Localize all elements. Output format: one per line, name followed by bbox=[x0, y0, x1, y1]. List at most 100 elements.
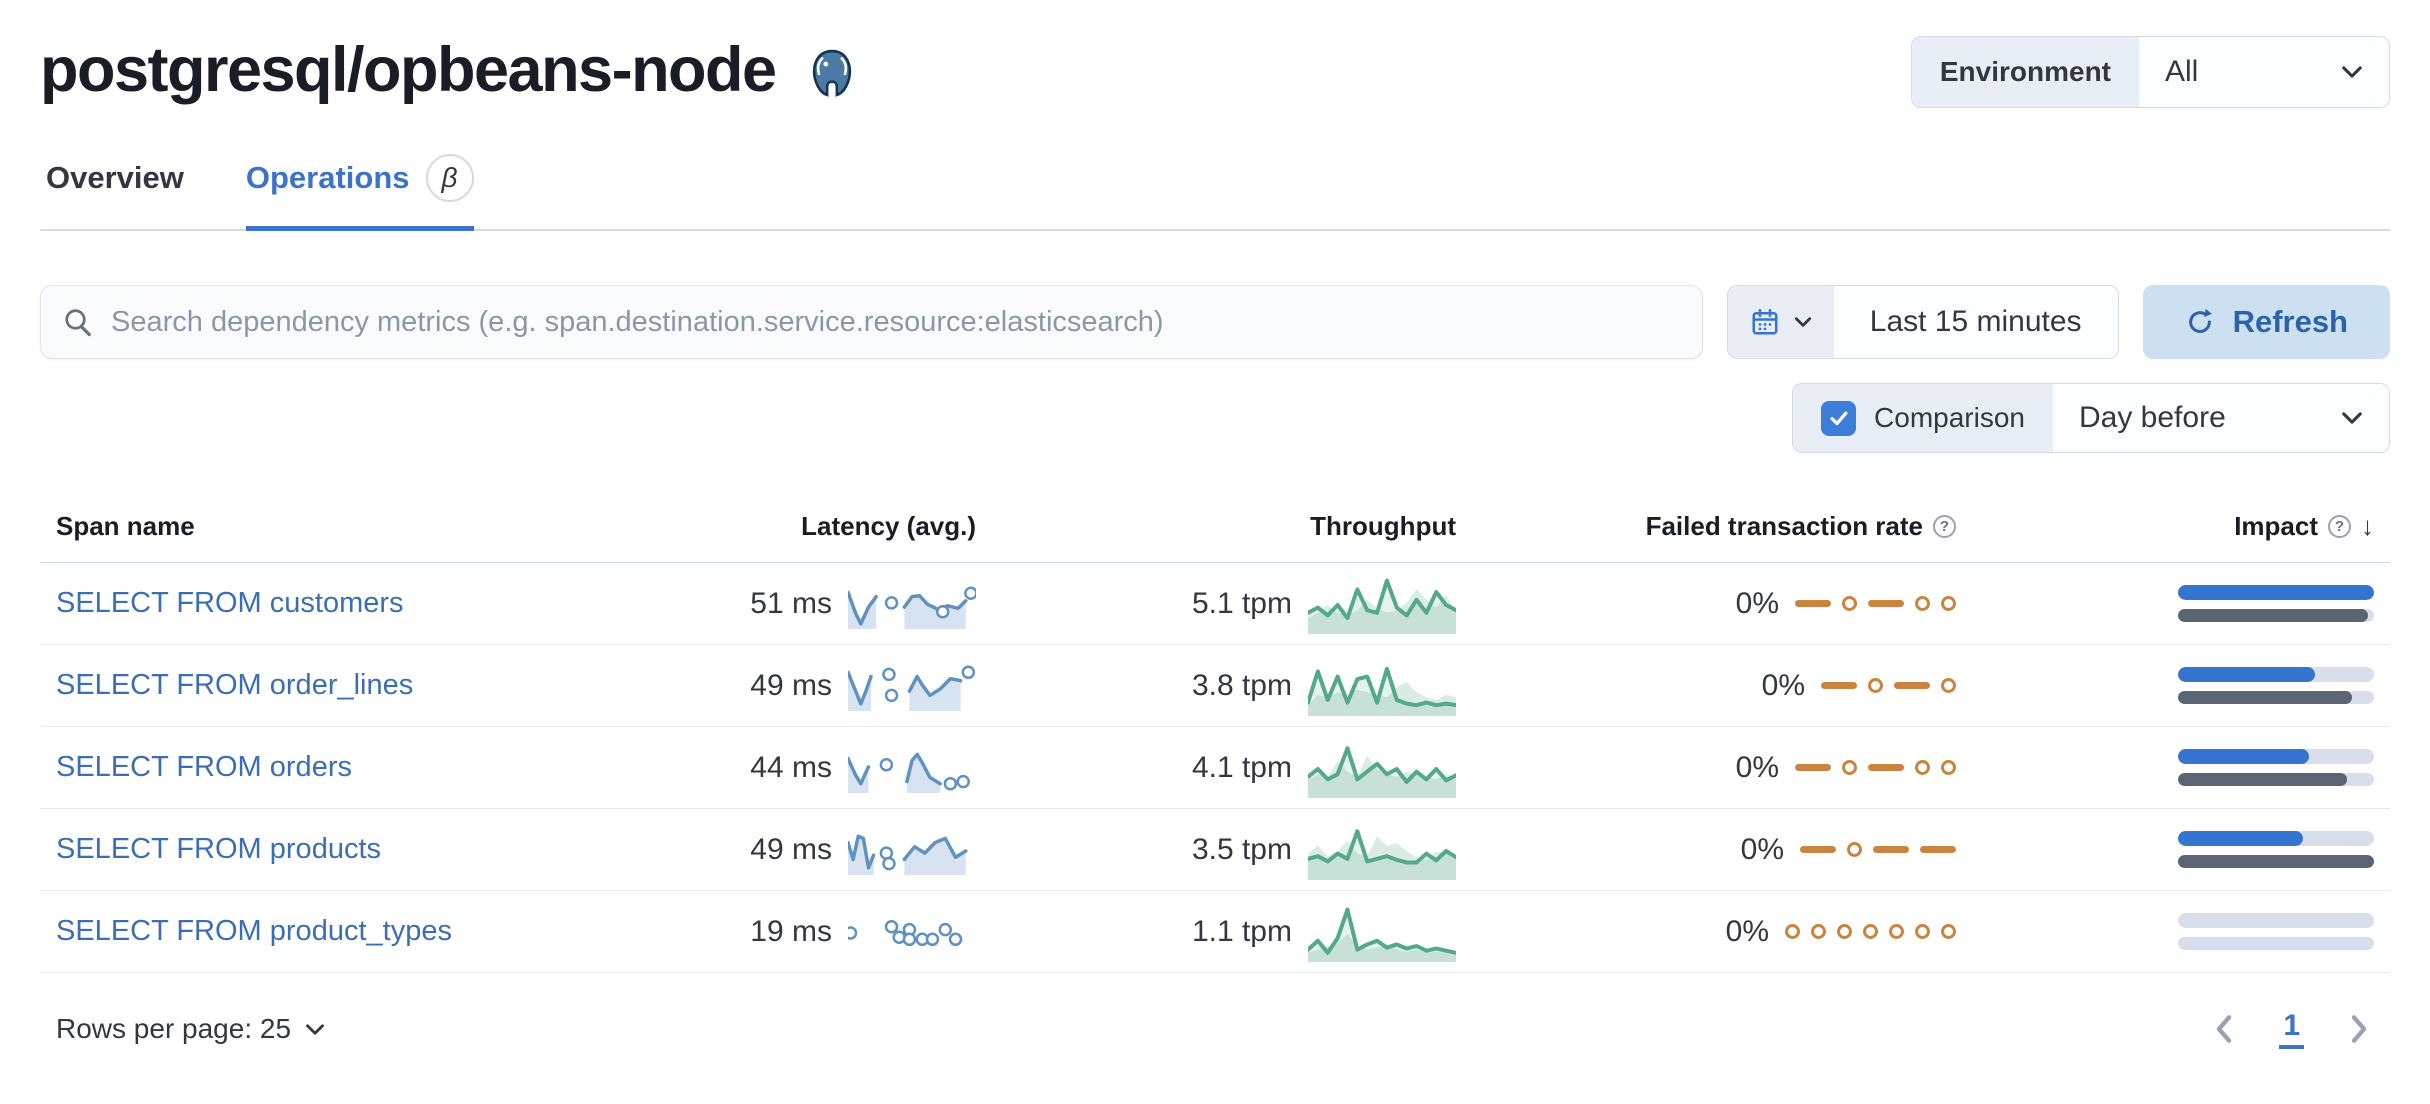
search-icon bbox=[65, 309, 91, 337]
tab-bar: Overview Operations β bbox=[40, 154, 2390, 231]
latency-value: 19 ms bbox=[750, 914, 832, 948]
failed-rate-sparkline bbox=[1795, 596, 1956, 611]
environment-select[interactable]: All bbox=[2139, 37, 2389, 107]
latency-value: 44 ms bbox=[750, 750, 832, 784]
latency-sparkline bbox=[848, 834, 968, 875]
failed-rate-dot bbox=[1842, 760, 1857, 775]
throughput-value: 1.1 tpm bbox=[1191, 914, 1292, 948]
latency-sparkline bbox=[848, 752, 970, 793]
date-picker: Last 15 minutes bbox=[1726, 285, 2119, 359]
throughput-sparkline bbox=[1308, 828, 1456, 880]
impact-previous-bar bbox=[2178, 609, 2369, 622]
table-row: SELECT FROM customers 51 ms 5.1 tpm 0% bbox=[40, 563, 2390, 645]
span-name-link[interactable]: SELECT FROM orders bbox=[56, 751, 352, 783]
failed-rate-dash bbox=[1868, 764, 1904, 771]
throughput-sparkline bbox=[1308, 666, 1456, 716]
impact-bars bbox=[1956, 667, 2374, 704]
tab-overview[interactable]: Overview bbox=[46, 154, 184, 231]
impact-current-bar bbox=[2178, 667, 2316, 682]
failed-rate-dash bbox=[1873, 846, 1909, 853]
refresh-icon bbox=[2188, 308, 2212, 333]
failed-rate-dot bbox=[1785, 924, 1800, 939]
latency-value: 51 ms bbox=[750, 586, 832, 620]
failed-rate-dot bbox=[1941, 678, 1956, 693]
impact-bars bbox=[1956, 913, 2374, 950]
tab-operations-label: Operations bbox=[245, 160, 410, 195]
failed-rate-dash bbox=[1894, 682, 1930, 689]
latency-sparkline bbox=[848, 919, 963, 946]
latency-sparkline bbox=[848, 585, 976, 629]
help-icon[interactable]: ? bbox=[2328, 515, 2351, 538]
throughput-sparkline bbox=[1308, 578, 1456, 634]
failed-rate-value: 0% bbox=[1725, 914, 1769, 948]
latency-value: 49 ms bbox=[750, 668, 832, 702]
chevron-down-icon bbox=[306, 1023, 324, 1035]
column-header-throughput[interactable]: Throughput bbox=[1310, 511, 1456, 541]
throughput-value: 5.1 tpm bbox=[1191, 586, 1292, 620]
failed-rate-dash bbox=[1920, 846, 1956, 853]
failed-rate-value: 0% bbox=[1735, 750, 1779, 784]
column-header-latency[interactable]: Latency (avg.) bbox=[801, 511, 976, 541]
next-page-button[interactable] bbox=[2344, 1010, 2374, 1048]
failed-rate-dash bbox=[1795, 600, 1831, 607]
table-row: SELECT FROM product_types 19 ms 1.1 tpm … bbox=[40, 891, 2390, 973]
comparison-value: Day before bbox=[2079, 401, 2226, 434]
span-name-link[interactable]: SELECT FROM product_types bbox=[56, 915, 452, 947]
column-header-impact[interactable]: Impact ? ↓ bbox=[2234, 511, 2374, 541]
failed-rate-dot bbox=[1842, 596, 1857, 611]
rows-per-page-button[interactable]: Rows per page: 25 bbox=[56, 1013, 325, 1045]
latency-value: 49 ms bbox=[750, 832, 832, 866]
failed-rate-dot bbox=[1863, 924, 1878, 939]
tab-overview-label: Overview bbox=[46, 160, 184, 195]
table-row: SELECT FROM order_lines 49 ms 3.8 tpm 0% bbox=[40, 645, 2390, 727]
table-header: Span name Latency (avg.) Throughput Fail… bbox=[40, 511, 2390, 563]
pagination: Rows per page: 25 1 bbox=[40, 1009, 2390, 1079]
refresh-button[interactable]: Refresh bbox=[2142, 285, 2390, 359]
failed-rate-dash bbox=[1795, 764, 1831, 771]
failed-rate-dash bbox=[1821, 682, 1857, 689]
failed-rate-dot bbox=[1915, 924, 1930, 939]
failed-rate-sparkline bbox=[1785, 924, 1956, 939]
dependency-operations-page: postgresql/opbeans-node Environment All … bbox=[40, 35, 2390, 1079]
help-icon[interactable]: ? bbox=[1933, 515, 1956, 538]
search-input[interactable] bbox=[111, 305, 1680, 339]
date-picker-calendar-button[interactable] bbox=[1727, 286, 1834, 358]
throughput-value: 3.8 tpm bbox=[1191, 668, 1292, 702]
span-name-link[interactable]: SELECT FROM products bbox=[56, 833, 382, 865]
column-header-failed-rate[interactable]: Failed transaction rate ? bbox=[1456, 511, 1956, 542]
impact-bars bbox=[1956, 585, 2374, 622]
comparison-select[interactable]: Day before bbox=[2053, 384, 2389, 452]
failed-rate-dot bbox=[1941, 760, 1956, 775]
failed-rate-value: 0% bbox=[1761, 668, 1805, 702]
comparison-filter: Comparison Day before bbox=[1792, 383, 2390, 453]
calendar-icon bbox=[1752, 308, 1778, 335]
time-range-button[interactable]: Last 15 minutes bbox=[1833, 286, 2118, 358]
comparison-checkbox[interactable] bbox=[1821, 400, 1857, 436]
table-row: SELECT FROM products 49 ms 3.5 tpm 0% bbox=[40, 809, 2390, 891]
impact-current-bar bbox=[2178, 831, 2304, 846]
column-header-span-name[interactable]: Span name bbox=[56, 511, 195, 541]
impact-bars bbox=[1956, 831, 2374, 868]
page-title-text: postgresql/opbeans-node bbox=[40, 35, 777, 105]
previous-page-button[interactable] bbox=[2209, 1010, 2239, 1048]
chevron-left-icon bbox=[2217, 1015, 2232, 1043]
failed-rate-sparkline bbox=[1795, 760, 1956, 775]
impact-current-bar bbox=[2178, 585, 2374, 600]
table-body: SELECT FROM customers 51 ms 5.1 tpm 0% S… bbox=[40, 563, 2390, 973]
impact-current-bar bbox=[2178, 749, 2310, 764]
latency-sparkline bbox=[848, 665, 976, 711]
impact-previous-bar bbox=[2178, 773, 2347, 786]
span-name-link[interactable]: SELECT FROM customers bbox=[56, 587, 404, 619]
failed-rate-sparkline bbox=[1821, 678, 1956, 693]
tab-operations[interactable]: Operations β bbox=[245, 154, 474, 231]
failed-rate-sparkline bbox=[1800, 842, 1956, 857]
rows-per-page-label: Rows per page: 25 bbox=[56, 1013, 292, 1044]
table-row: SELECT FROM orders 44 ms 4.1 tpm 0% bbox=[40, 727, 2390, 809]
span-name-link[interactable]: SELECT FROM order_lines bbox=[56, 669, 414, 701]
failed-rate-dot bbox=[1889, 924, 1904, 939]
page-number[interactable]: 1 bbox=[2279, 1009, 2304, 1049]
impact-previous-bar bbox=[2178, 691, 2353, 704]
throughput-sparkline bbox=[1308, 745, 1456, 798]
refresh-label: Refresh bbox=[2232, 304, 2348, 339]
failed-rate-dot bbox=[1847, 842, 1862, 857]
